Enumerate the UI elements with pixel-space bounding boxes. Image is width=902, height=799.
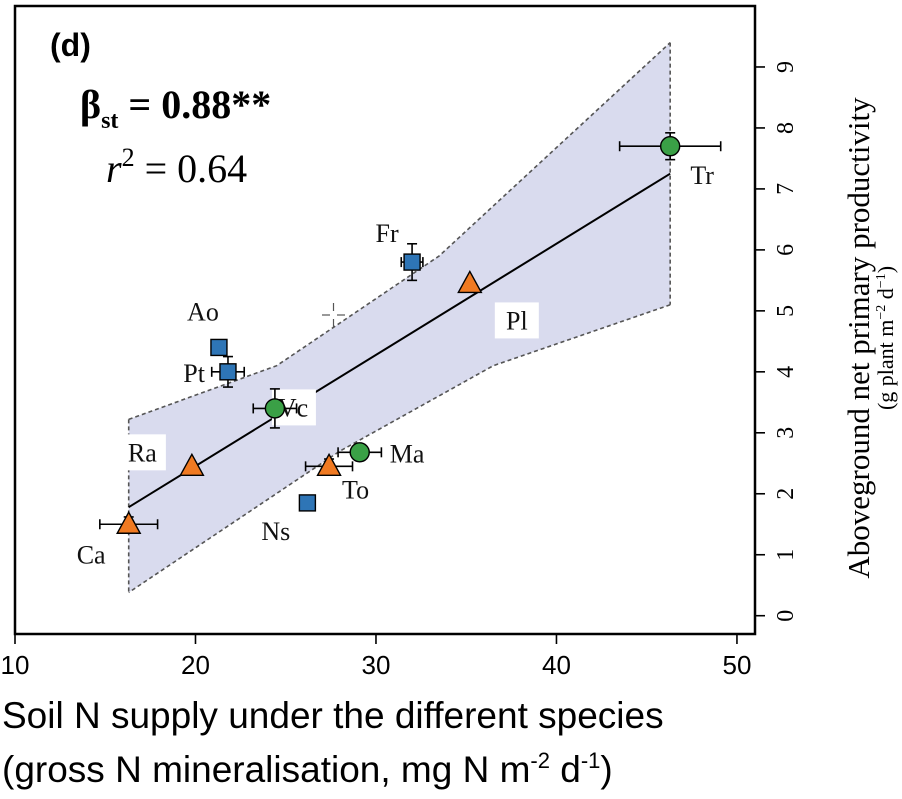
confidence-band-layer [127, 42, 671, 594]
confidence-band [128, 42, 671, 593]
y-axis-ticks: 0 1 2 3 4 5 6 7 8 9 [755, 61, 799, 622]
x-axis-label-line2: (gross N mineralisation, mg N m-2 d-1) [2, 748, 613, 790]
point-pl [457, 269, 483, 294]
x-tick-label-40: 40 [542, 650, 571, 680]
point-label-pt: Pt [183, 359, 205, 388]
upper-confidence-bound [128, 42, 671, 421]
x-tick-label-30: 30 [362, 650, 391, 680]
x-axis-label-line1: Soil N supply under the different specie… [2, 695, 664, 736]
point-ma [349, 442, 370, 463]
y-axis-label: Aboveground net primary productivity [841, 97, 876, 579]
point-label-ao: Ao [187, 297, 219, 326]
marker-layer [116, 136, 681, 534]
panel-label: (d) [50, 27, 91, 63]
y-tick-label-9: 9 [773, 61, 799, 73]
r-squared-statistic: r2 = 0.64 [106, 143, 247, 191]
y-tick-label-8: 8 [773, 122, 799, 134]
point-label-ma: Ma [390, 439, 425, 468]
beta-statistic: βst = 0.88** [80, 82, 271, 134]
point-fr [403, 253, 421, 271]
point-ca [116, 510, 142, 534]
point-ns [298, 494, 317, 512]
point-label-box-ra [121, 434, 166, 471]
point-label-fr: Fr [376, 219, 399, 248]
point-vc [264, 398, 286, 419]
y-tick-label-3: 3 [773, 427, 799, 439]
x-axis-ticks: 10 20 30 40 50 [1, 634, 751, 680]
point-label-ra: Ra [128, 438, 157, 467]
point-pt [219, 363, 237, 381]
point-ra [179, 452, 205, 477]
point-tr [659, 136, 681, 157]
point-label-to: To [342, 475, 369, 504]
y-tick-label-1: 1 [773, 549, 799, 561]
point-label-ca: Ca [77, 540, 106, 569]
y-tick-label-2: 2 [773, 488, 799, 500]
regression-line [128, 172, 671, 509]
point-label-tr: Tr [690, 161, 714, 190]
y-tick-label-0: 0 [773, 610, 799, 622]
point-label-pl: Pl [506, 306, 528, 335]
x-tick-label-50: 50 [722, 650, 751, 680]
point-label-box-pl [494, 302, 539, 339]
regression-line-layer [128, 172, 671, 509]
y-tick-label-6: 6 [773, 244, 799, 256]
lower-confidence-bound [128, 304, 671, 594]
point-to [316, 452, 342, 477]
point-ao [210, 338, 228, 357]
y-axis-unit: (g plant m−2 d−1) [873, 266, 898, 410]
crosshair-marker [322, 303, 345, 327]
y-tick-label-4: 4 [773, 366, 799, 378]
x-tick-label-10: 10 [1, 650, 30, 680]
x-tick-label-20: 20 [181, 650, 210, 680]
y-tick-label-7: 7 [773, 183, 799, 195]
plot-frame [13, 4, 757, 636]
point-label-ns: Ns [261, 517, 290, 546]
y-tick-label-5: 5 [773, 305, 799, 317]
